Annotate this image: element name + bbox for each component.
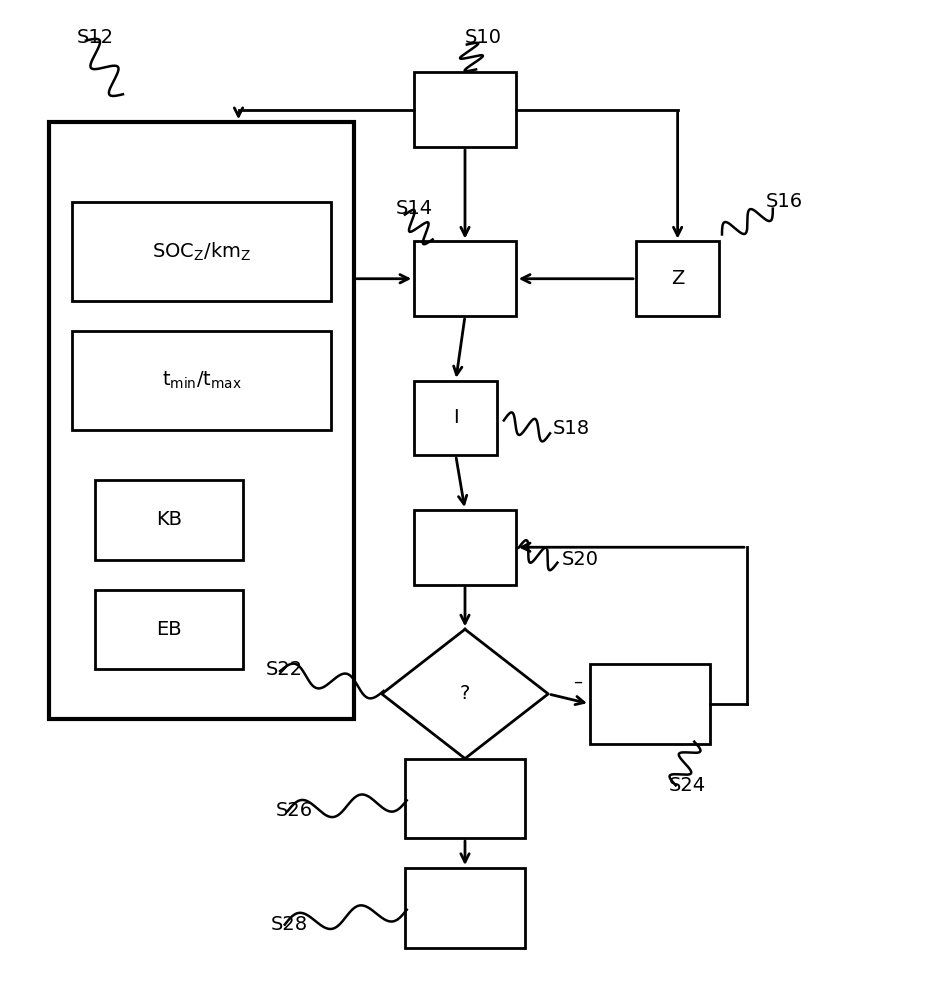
Text: KB: KB xyxy=(156,510,182,529)
FancyBboxPatch shape xyxy=(49,122,354,719)
Text: ?: ? xyxy=(459,684,471,703)
FancyBboxPatch shape xyxy=(73,331,331,430)
FancyBboxPatch shape xyxy=(636,241,719,316)
FancyBboxPatch shape xyxy=(405,759,525,838)
FancyBboxPatch shape xyxy=(590,664,710,744)
Text: S18: S18 xyxy=(552,419,590,438)
Text: I: I xyxy=(453,408,458,427)
Text: S20: S20 xyxy=(562,550,599,569)
Polygon shape xyxy=(382,629,548,759)
Text: S22: S22 xyxy=(266,660,303,679)
Text: S12: S12 xyxy=(77,28,113,47)
Text: S14: S14 xyxy=(395,199,432,218)
Text: $\mathrm{SOC_Z/km_Z}$: $\mathrm{SOC_Z/km_Z}$ xyxy=(152,240,251,263)
FancyBboxPatch shape xyxy=(414,381,498,455)
Text: S16: S16 xyxy=(765,192,803,211)
FancyBboxPatch shape xyxy=(95,589,243,669)
FancyBboxPatch shape xyxy=(405,868,525,948)
FancyBboxPatch shape xyxy=(414,241,516,316)
Text: S24: S24 xyxy=(669,776,706,795)
Text: S26: S26 xyxy=(275,801,312,820)
Text: –: – xyxy=(573,673,582,691)
FancyBboxPatch shape xyxy=(414,510,516,585)
Text: Z: Z xyxy=(671,269,684,288)
Text: S10: S10 xyxy=(465,28,502,47)
Text: S28: S28 xyxy=(271,915,308,934)
FancyBboxPatch shape xyxy=(73,202,331,301)
Text: EB: EB xyxy=(156,620,182,639)
FancyBboxPatch shape xyxy=(414,72,516,147)
Text: $\mathrm{t_{min}/t_{max}}$: $\mathrm{t_{min}/t_{max}}$ xyxy=(162,370,242,391)
FancyBboxPatch shape xyxy=(95,480,243,560)
